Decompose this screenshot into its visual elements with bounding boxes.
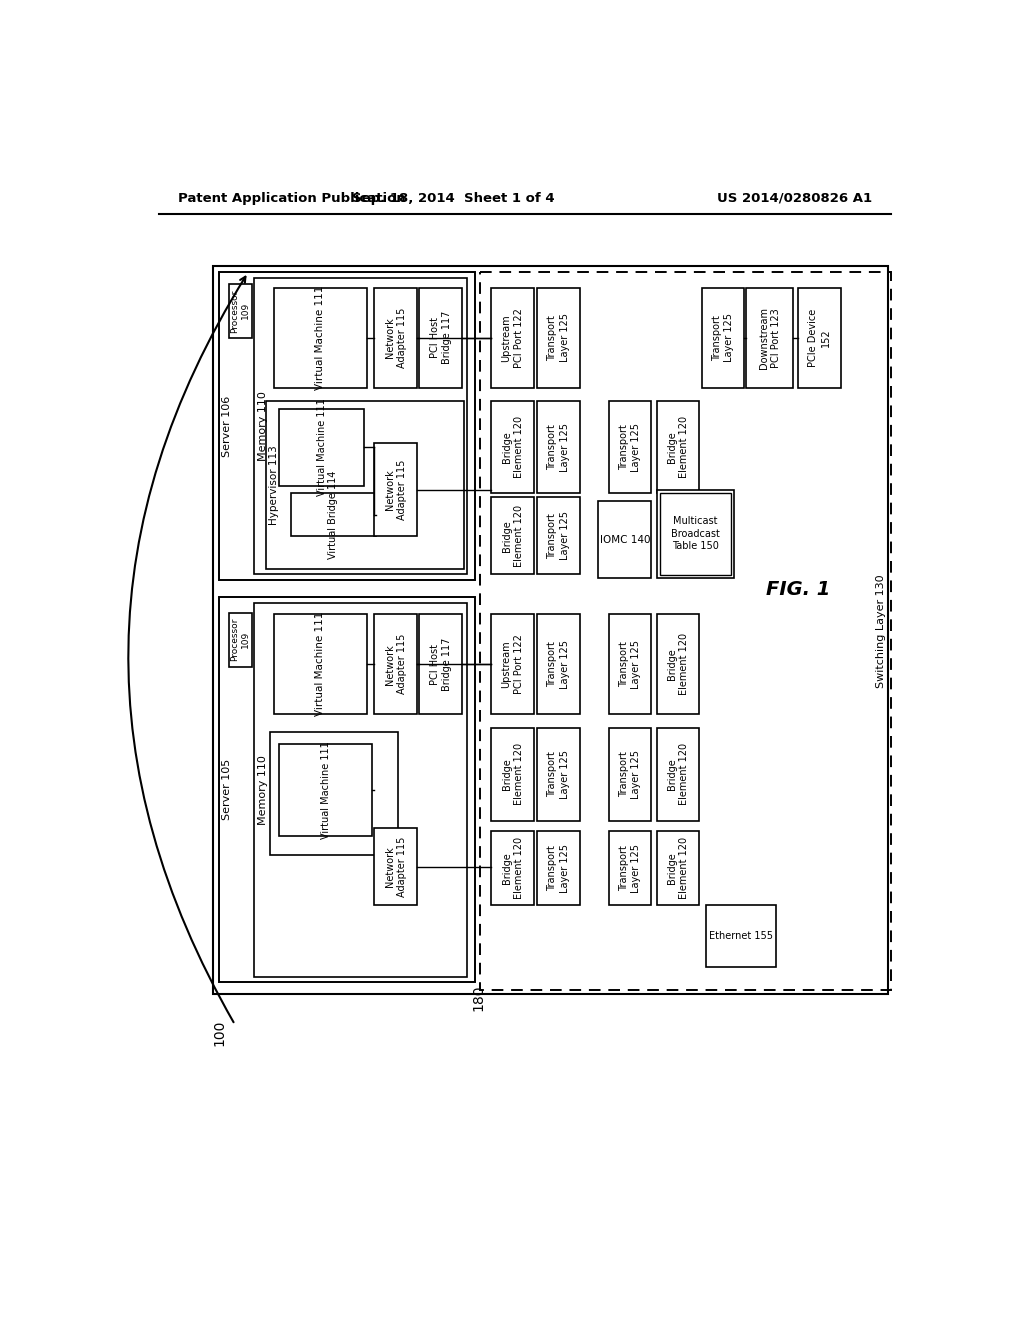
Bar — [799, 288, 841, 388]
Bar — [492, 498, 535, 574]
Bar — [656, 614, 699, 714]
Text: Transport
Layer 125: Transport Layer 125 — [547, 422, 569, 471]
Bar — [608, 614, 651, 714]
Text: Downstream
PCI Port 123: Downstream PCI Port 123 — [759, 306, 781, 368]
Text: Switching Layer 130: Switching Layer 130 — [877, 574, 887, 688]
Bar — [656, 401, 699, 494]
Bar — [538, 401, 580, 494]
Text: Bridge
Element 120: Bridge Element 120 — [667, 837, 689, 899]
Bar — [538, 498, 580, 574]
Bar — [492, 401, 535, 494]
Bar — [656, 729, 699, 821]
Text: PCI Host
Bridge 117: PCI Host Bridge 117 — [429, 312, 452, 364]
Bar — [219, 597, 475, 982]
Text: 180: 180 — [471, 985, 485, 1011]
Text: Virtual Bridge 114: Virtual Bridge 114 — [329, 470, 338, 558]
Bar — [608, 401, 651, 494]
Text: US 2014/0280826 A1: US 2014/0280826 A1 — [717, 191, 872, 205]
Text: Patent Application Publication: Patent Application Publication — [178, 191, 407, 205]
Text: Memory 110: Memory 110 — [258, 755, 268, 825]
Text: Transport
Layer 125: Transport Layer 125 — [618, 640, 641, 689]
Text: Transport
Layer 125: Transport Layer 125 — [547, 640, 569, 689]
Text: Transport
Layer 125: Transport Layer 125 — [547, 313, 569, 362]
Bar — [538, 288, 580, 388]
Bar — [280, 409, 365, 486]
Text: Transport
Layer 125: Transport Layer 125 — [618, 422, 641, 471]
Bar — [228, 284, 252, 338]
Text: Bridge
Element 120: Bridge Element 120 — [667, 743, 689, 805]
Text: Hypervisor 113: Hypervisor 113 — [269, 445, 280, 525]
Bar — [746, 288, 793, 388]
Text: Transport
Layer 125: Transport Layer 125 — [547, 750, 569, 799]
Text: FIG. 1: FIG. 1 — [766, 579, 830, 599]
Bar — [420, 288, 462, 388]
Text: Virtual Machine 111: Virtual Machine 111 — [315, 285, 326, 389]
Bar — [701, 288, 744, 388]
Text: Network
Adapter 115: Network Adapter 115 — [385, 459, 407, 520]
Bar — [375, 829, 417, 906]
Text: Bridge
Element 120: Bridge Element 120 — [502, 504, 524, 566]
Bar — [254, 277, 467, 574]
Text: Sep. 18, 2014  Sheet 1 of 4: Sep. 18, 2014 Sheet 1 of 4 — [352, 191, 555, 205]
Text: Upstream
PCI Port 122: Upstream PCI Port 122 — [502, 308, 524, 368]
Text: PCI Host
Bridge 117: PCI Host Bridge 117 — [429, 638, 452, 690]
Text: Ethernet 155: Ethernet 155 — [709, 931, 773, 941]
Text: Server 105: Server 105 — [222, 759, 232, 821]
Bar — [659, 492, 731, 576]
Bar — [656, 832, 699, 906]
Bar — [375, 614, 417, 714]
Text: Transport
Layer 125: Transport Layer 125 — [712, 313, 734, 362]
Text: Server 106: Server 106 — [222, 396, 232, 457]
Bar — [273, 288, 367, 388]
Text: Transport
Layer 125: Transport Layer 125 — [547, 843, 569, 892]
Bar — [375, 288, 417, 388]
Bar — [228, 612, 252, 667]
Bar — [420, 614, 462, 714]
Bar — [608, 729, 651, 821]
Text: Virtual Machine 111: Virtual Machine 111 — [321, 741, 331, 838]
Text: Bridge
Element 120: Bridge Element 120 — [667, 416, 689, 478]
Text: Network
Adapter 115: Network Adapter 115 — [385, 634, 407, 694]
Bar — [707, 906, 776, 966]
Text: Processor
109: Processor 109 — [230, 618, 251, 661]
Bar — [219, 272, 475, 581]
Text: Transport
Layer 125: Transport Layer 125 — [618, 843, 641, 892]
Bar — [480, 272, 891, 990]
Text: Virtual Machine 111: Virtual Machine 111 — [315, 612, 326, 717]
Bar — [538, 729, 580, 821]
Bar — [656, 490, 734, 578]
Bar — [266, 401, 464, 569]
Bar — [492, 729, 535, 821]
Bar — [273, 614, 367, 714]
Bar — [213, 267, 888, 994]
Text: IOMC 140: IOMC 140 — [599, 535, 650, 545]
Bar — [538, 832, 580, 906]
Text: Transport
Layer 125: Transport Layer 125 — [547, 511, 569, 560]
Bar — [270, 733, 397, 855]
Text: 100: 100 — [212, 1019, 226, 1045]
Bar — [375, 444, 417, 536]
Bar — [492, 614, 535, 714]
Bar — [492, 288, 535, 388]
Bar — [492, 832, 535, 906]
Bar — [291, 494, 376, 536]
Text: Network
Adapter 115: Network Adapter 115 — [385, 308, 407, 368]
Text: Bridge
Element 120: Bridge Element 120 — [502, 416, 524, 478]
Bar — [608, 832, 651, 906]
Bar — [538, 614, 580, 714]
Text: PCIe Device
152: PCIe Device 152 — [809, 309, 830, 367]
Bar — [280, 743, 372, 836]
Text: Bridge
Element 120: Bridge Element 120 — [502, 837, 524, 899]
Text: Transport
Layer 125: Transport Layer 125 — [618, 750, 641, 799]
Text: Memory 110: Memory 110 — [258, 391, 268, 461]
Text: Virtual Machine 111: Virtual Machine 111 — [316, 399, 327, 496]
Text: Upstream
PCI Port 122: Upstream PCI Port 122 — [502, 635, 524, 694]
Text: Bridge
Element 120: Bridge Element 120 — [502, 743, 524, 805]
Text: Processor
109: Processor 109 — [230, 289, 251, 333]
Text: Bridge
Element 120: Bridge Element 120 — [667, 634, 689, 696]
Text: Network
Adapter 115: Network Adapter 115 — [385, 837, 407, 898]
Bar — [598, 502, 651, 578]
Text: Multicast
Broadcast
Table 150: Multicast Broadcast Table 150 — [671, 516, 720, 552]
Bar — [254, 603, 467, 977]
